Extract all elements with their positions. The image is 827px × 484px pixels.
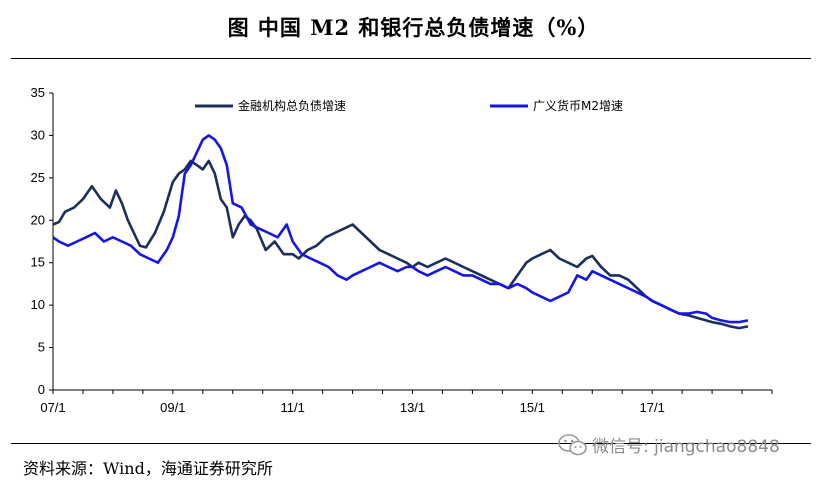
x-tick-label: 17/1 [640,400,665,415]
y-tick-label: 5 [38,340,45,355]
series-line-1 [52,159,749,330]
y-tick-label: 10 [31,297,45,312]
x-tick-label: 11/1 [280,400,304,415]
title-rule [11,58,811,59]
footer-rule [11,443,811,444]
source-note: 资料来源：Wind，海通证券研究所 [23,459,273,478]
x-tick-label: 07/1 [40,400,65,415]
y-tick-label: 15 [31,255,45,270]
x-tick-label: 15/1 [520,400,545,415]
chart-title: 图 中国 M2 和银行总负债增速（%） [227,15,600,40]
y-tick-label: 0 [38,382,45,397]
watermark: 微信号: jiangchao8848 [558,432,780,457]
y-tick-label: 30 [31,127,45,142]
y-tick-label: 25 [31,170,45,185]
y-tick-label: 20 [31,212,45,227]
legend-label-1: 金融机构总负债增速 [238,98,346,113]
x-tick-label: 13/1 [400,400,425,415]
x-tick-label: 09/1 [160,400,185,415]
y-tick-label: 35 [31,85,45,100]
watermark-text: 微信号: jiangchao8848 [592,437,780,457]
legend-label-2: 广义货币M2增速 [533,98,623,113]
wechat-icon [558,433,587,455]
series-line-2 [52,134,749,324]
